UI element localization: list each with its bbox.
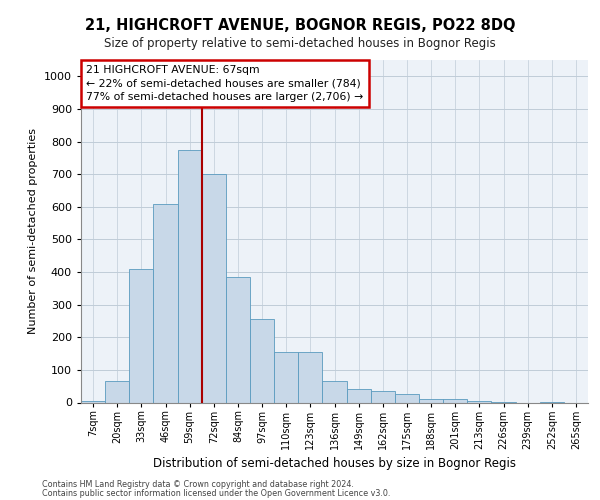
Bar (443, 398, 467, 402)
X-axis label: Distribution of semi-detached houses by size in Bognor Regis: Distribution of semi-detached houses by … (153, 458, 516, 470)
Text: 21 HIGHCROFT AVENUE: 67sqm
← 22% of semi-detached houses are smaller (784)
77% o: 21 HIGHCROFT AVENUE: 67sqm ← 22% of semi… (86, 65, 364, 102)
Y-axis label: Number of semi-detached properties: Number of semi-detached properties (28, 128, 38, 334)
Bar (178, 150, 202, 402)
Bar (129, 269, 154, 402)
Bar (154, 204, 178, 402)
Bar (105, 382, 129, 402)
Bar (250, 320, 274, 402)
Text: Contains public sector information licensed under the Open Government Licence v3: Contains public sector information licen… (42, 488, 391, 498)
Bar (419, 398, 443, 402)
Bar (467, 401, 491, 402)
Text: Contains HM Land Registry data © Crown copyright and database right 2024.: Contains HM Land Registry data © Crown c… (42, 480, 354, 489)
Bar (395, 394, 419, 402)
Bar (226, 277, 250, 402)
Bar (298, 352, 322, 403)
Bar (202, 174, 226, 402)
Bar (371, 391, 395, 402)
Text: Size of property relative to semi-detached houses in Bognor Regis: Size of property relative to semi-detach… (104, 38, 496, 51)
Bar (322, 382, 347, 402)
Bar (274, 352, 298, 403)
Bar (81, 401, 105, 402)
Bar (347, 390, 371, 402)
Text: 21, HIGHCROFT AVENUE, BOGNOR REGIS, PO22 8DQ: 21, HIGHCROFT AVENUE, BOGNOR REGIS, PO22… (85, 18, 515, 32)
